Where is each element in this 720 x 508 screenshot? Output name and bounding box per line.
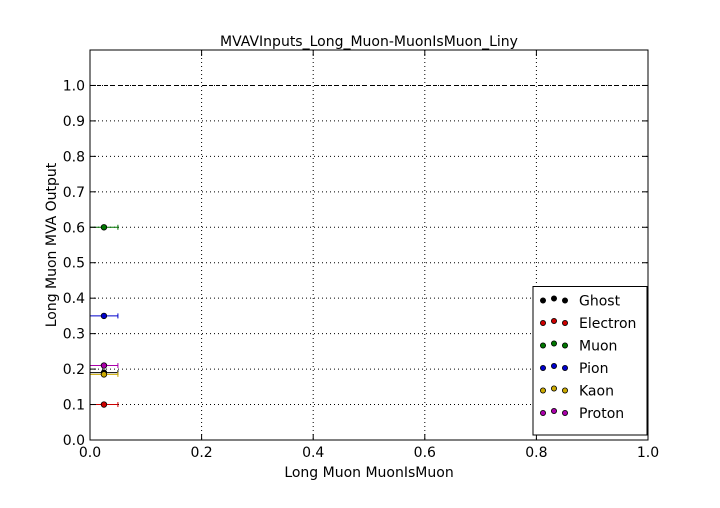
kaon-legend-marker (540, 387, 547, 394)
proton-legend-marker (540, 409, 547, 416)
pion-legend-label: Pion (579, 361, 608, 377)
electron-legend-marker (540, 319, 547, 326)
y-tick-label: 0.3 (63, 327, 85, 343)
y-tick-label: 1.0 (63, 78, 85, 94)
muon-data-point (100, 224, 108, 231)
chart-title: MVAVInputs_Long_Muon-MuonIsMuon_Liny (220, 34, 518, 50)
electron-legend-marker (551, 317, 558, 324)
x-axis-label: Long Muon MuonIsMuon (284, 465, 453, 481)
legend: Ghost Electron Muon Pion Kaon Proton (532, 286, 648, 436)
y-tick-label: 0.5 (63, 256, 85, 272)
pion-legend-marker (540, 364, 547, 371)
x-tick-label: 0.2 (190, 445, 212, 461)
pion-legend-marker (562, 364, 569, 371)
y-tick-label: 0.6 (63, 220, 85, 236)
proton-legend-marker (562, 409, 569, 416)
proton-legend-label: Proton (579, 406, 624, 422)
data-points (90, 224, 119, 408)
proton-legend-marker (551, 407, 558, 414)
ghost-legend-marker (562, 297, 569, 304)
y-tick-label: 0.0 (63, 433, 85, 449)
electron-legend-label: Electron (579, 316, 636, 332)
axis-ticks: 0.0 0.2 0.4 0.6 0.8 1.0 0.0 0.1 0.2 0.3 0.4 0.5 0.6 0… (63, 50, 659, 461)
y-tick-label: 0.9 (63, 114, 85, 130)
x-tick-label: 0.0 (79, 445, 101, 461)
x-tick-label: 1.0 (637, 445, 659, 461)
x-tick-label: 0.4 (302, 445, 324, 461)
electron-data-point (100, 401, 108, 408)
pion-legend-marker (551, 362, 558, 369)
y-tick-label: 0.8 (63, 149, 85, 165)
ghost-legend-marker (551, 295, 558, 302)
y-tick-label: 0.2 (63, 362, 85, 378)
muon-legend-marker (562, 342, 569, 349)
kaon-legend-marker (562, 387, 569, 394)
muon-legend-label: Muon (579, 339, 617, 355)
y-axis-label: Long Muon MVA Output (44, 162, 60, 327)
kaon-legend-marker (551, 385, 558, 392)
muon-legend-marker (540, 342, 547, 349)
ghost-legend-label: Ghost (579, 294, 621, 310)
y-tick-label: 0.7 (63, 185, 85, 201)
y-tick-label: 0.4 (63, 291, 85, 307)
x-tick-label: 0.8 (525, 445, 547, 461)
electron-legend-marker (562, 319, 569, 326)
x-tick-label: 0.6 (414, 445, 436, 461)
plot-area-frame (89, 49, 649, 441)
muon-legend-marker (551, 340, 558, 347)
pion-data-point (100, 312, 108, 320)
ghost-legend-marker (540, 297, 547, 304)
proton-data-point (100, 362, 108, 369)
kaon-legend-label: Kaon (579, 384, 614, 400)
kaon-data-point (100, 371, 108, 378)
y-tick-label: 0.1 (63, 398, 85, 414)
